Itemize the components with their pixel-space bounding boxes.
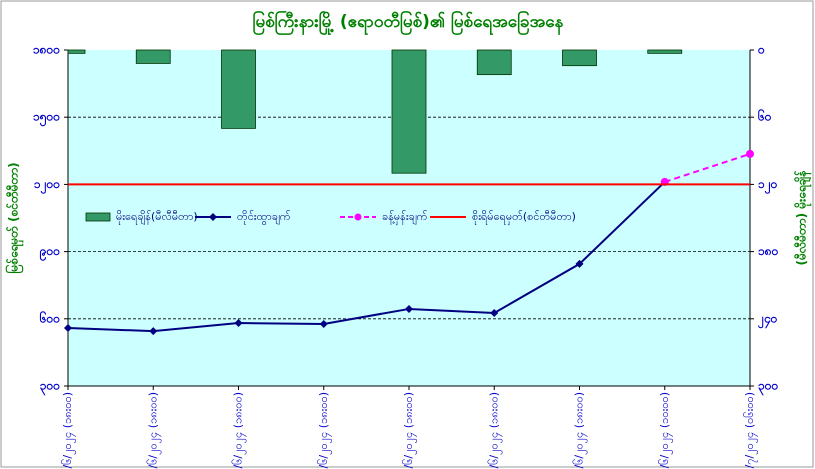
y2-axis-title: (မီလီမီတာ) မိုးရေချိန် xyxy=(793,170,813,266)
x-tick-label: ၂၃/၆/၂၀၂၄ (၁၈း၀၀) xyxy=(61,392,76,469)
point xyxy=(746,149,754,158)
point xyxy=(319,319,328,328)
bar xyxy=(67,49,86,54)
legend-swatch xyxy=(85,212,111,222)
legend-label: စိုးရိမ်ရေမှတ်(စင်တီမီတာ) xyxy=(472,210,576,225)
point xyxy=(490,308,499,317)
y2-tick-label: ၀ xyxy=(757,43,765,57)
y-tick-label: ၁၈၀၀ xyxy=(33,43,60,57)
x-tick-label: ၁/၇/၂၀၂၄ (၀၆း၀၀) xyxy=(743,392,758,469)
y-tick-label: ၃၀၀ xyxy=(40,379,61,397)
y-tick-label: ၉၀၀ xyxy=(39,244,61,262)
point xyxy=(405,304,413,313)
y-tick-label: ၁၅၀၀ xyxy=(33,110,60,128)
x-tick-label: ၂၄/၆/၂၀၂၄ (၁၈း၀၀) xyxy=(146,392,161,469)
y2-tick-label: ၆၀ xyxy=(757,108,772,124)
legend-marker xyxy=(354,213,362,221)
point xyxy=(64,323,72,332)
bar xyxy=(647,49,683,54)
point xyxy=(575,259,584,268)
point xyxy=(234,319,243,328)
x-tick-label: ၂၅/၆/၂၀၂၄ (၁၈း၀၀) xyxy=(232,392,247,469)
x-tick-label: ၂၇/၆/၂၀၂၄ (၁၈း၀၀) xyxy=(402,392,417,469)
bar xyxy=(135,49,171,64)
chart-title: မြစ်ကြီးနားမြို့ (ဧရာဝတီမြစ်)၏ မြစ်ရေအခြ… xyxy=(253,9,564,36)
x-tick-label: ၂၈/၆/၂၀၂၄ (၁၈း၀၀) xyxy=(487,392,502,469)
legend-label: မိုးရေချိန်(မီလီမီတာ) xyxy=(116,210,198,225)
bar xyxy=(562,49,597,67)
y-tick-label: ၁၂၀၀ xyxy=(34,177,60,195)
legend-label: ခန့်မှန်းချက် xyxy=(382,210,428,225)
y2-tick-label: ၁၂၀ xyxy=(758,177,778,195)
measured-line xyxy=(67,181,666,333)
y2-tick-label: ၃၀၀ xyxy=(758,379,779,397)
x-tick-label: ၂၆/၆/၂၀၂၄ (၁၈း၀၀) xyxy=(317,392,332,469)
y2-tick-label: ၁၈၀ xyxy=(758,244,779,258)
x-tick-label: ၂၉/၆/၂၀၂၄ (၁၈း၀၀) xyxy=(573,392,588,469)
legend-label: တိုင်းထွာချက် xyxy=(237,210,291,225)
y2-tick-label: ၂၄၀ xyxy=(757,311,778,329)
x-tick-label: ၃၀/၆/၂၀၂၄ (၁၀း၀၀) xyxy=(658,392,673,469)
bar xyxy=(391,49,427,174)
y-axis-title: မြစ်ရေမှတ် (စင်တီမီတာ) xyxy=(4,162,25,273)
forecast-line xyxy=(664,152,751,183)
legend-marker xyxy=(209,213,217,221)
point xyxy=(149,327,158,336)
y-tick-label: ၆၀၀ xyxy=(39,309,61,325)
bar xyxy=(221,49,256,129)
bar xyxy=(476,49,512,76)
